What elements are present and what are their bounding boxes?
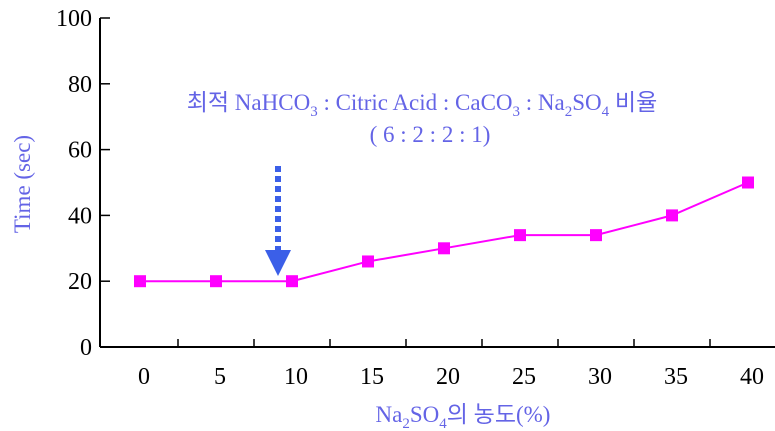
x-tick-label: 30 <box>588 364 612 390</box>
annotation-line-1: 최적 NaHCO3 : Citric Acid : CaCO3 : Na2SO4… <box>187 90 658 120</box>
x-tick-label: 20 <box>436 364 460 390</box>
x-title-part: SO <box>410 402 439 427</box>
annotation-text: : Citric Acid : CaCO <box>318 90 513 115</box>
data-point <box>362 255 374 268</box>
x-title-sub: 4 <box>439 416 447 431</box>
annotation-line-2: ( 6 : 2 : 2 : 1) <box>370 122 491 147</box>
x-tick-label: 5 <box>214 364 226 390</box>
x-axis-title: Na2SO4의 농도(%) <box>376 402 551 431</box>
data-point <box>286 275 298 288</box>
y-tick-label: 100 <box>56 6 92 32</box>
y-tick-label: 60 <box>68 138 92 164</box>
series-markers <box>134 176 754 288</box>
x-tick-label: 15 <box>360 364 384 390</box>
x-tick-label: 10 <box>284 364 308 390</box>
x-tick-label: 0 <box>138 364 150 390</box>
y-tick-label: 40 <box>68 203 92 229</box>
annotation-subscript: 2 <box>565 104 573 120</box>
annotation: 최적 NaHCO3 : Citric Acid : CaCO3 : Na2SO4… <box>187 90 658 147</box>
data-point <box>134 275 146 288</box>
data-point <box>210 275 222 288</box>
y-tick-label: 80 <box>68 72 92 98</box>
annotation-subscript: 4 <box>602 104 610 120</box>
data-point <box>514 229 526 242</box>
x-tick-label: 35 <box>664 364 688 390</box>
arrow-head <box>265 250 291 276</box>
y-ticks: 0 20 40 60 80 100 <box>56 6 110 361</box>
y-axis-title: Time (sec) <box>10 135 35 233</box>
x-ticks: 0 5 10 15 20 25 30 35 40 <box>138 339 764 390</box>
data-point <box>438 242 450 255</box>
annotation-text: : Na <box>520 90 565 115</box>
data-point <box>590 229 602 242</box>
y-tick-label: 20 <box>68 269 92 295</box>
axes <box>99 18 775 348</box>
x-title-sub: 2 <box>402 416 410 431</box>
annotation-text: 최적 NaHCO <box>187 90 310 115</box>
x-tick-label: 40 <box>740 364 764 390</box>
y-tick-label: 0 <box>80 335 92 361</box>
x-title-part: Na <box>376 402 403 427</box>
x-title-part: 의 농도(%) <box>447 402 551 427</box>
data-point <box>666 209 678 222</box>
x-tick-label: 25 <box>512 364 536 390</box>
arrow-indicator <box>265 166 291 276</box>
annotation-text: SO <box>572 90 601 115</box>
annotation-subscript: 3 <box>513 104 521 120</box>
series-line <box>140 181 749 283</box>
data-point <box>742 176 754 189</box>
annotation-subscript: 3 <box>310 104 318 120</box>
annotation-text: 비율 <box>609 90 657 115</box>
